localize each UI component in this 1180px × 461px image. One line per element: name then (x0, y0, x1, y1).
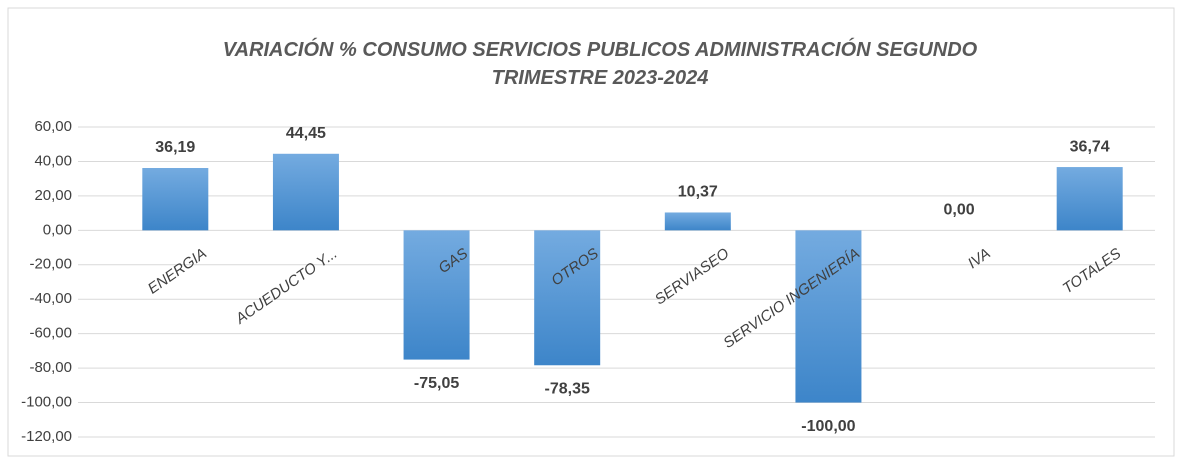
y-tick-label: -80,00 (29, 359, 72, 376)
x-tick-label: ENERGIA (145, 245, 210, 298)
y-tick-label: 60,00 (34, 118, 72, 135)
x-tick-label: TOTALES (1060, 245, 1125, 297)
bar (664, 212, 731, 231)
x-tick-label: IVA (965, 245, 994, 272)
bar (272, 153, 339, 231)
y-tick-label: -20,00 (29, 256, 72, 273)
chart-title: VARIACIÓN % CONSUMO SERVICIOS PUBLICOS A… (222, 39, 978, 89)
data-label: -78,35 (545, 380, 590, 397)
bar (795, 230, 862, 403)
y-tick-label: 40,00 (34, 152, 72, 169)
data-label: 0,00 (943, 202, 974, 219)
y-tick-label: 20,00 (34, 187, 72, 204)
data-label: 36,74 (1070, 138, 1110, 155)
y-tick-label: -100,00 (21, 394, 72, 411)
bar (534, 230, 601, 366)
y-tick-label: -120,00 (21, 428, 72, 445)
data-label: -100,00 (801, 418, 855, 435)
bar (142, 168, 209, 231)
y-tick-label: -40,00 (29, 290, 72, 307)
data-label: -75,05 (414, 375, 459, 392)
data-label: 10,37 (678, 184, 718, 201)
x-tick-label: ACUEDUCTO Y... (232, 245, 341, 328)
data-label: 36,19 (155, 139, 195, 156)
bar (403, 230, 470, 360)
y-tick-label: 0,00 (43, 221, 72, 238)
chart-border (7, 7, 1175, 457)
y-tick-label: -60,00 (29, 325, 72, 342)
bar (1056, 167, 1123, 231)
data-label: 44,45 (286, 125, 326, 142)
